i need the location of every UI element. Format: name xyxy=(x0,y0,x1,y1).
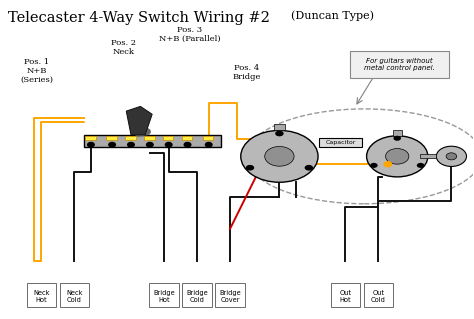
Circle shape xyxy=(205,143,212,147)
Text: Neck
Hot: Neck Hot xyxy=(33,290,50,303)
Circle shape xyxy=(241,130,318,182)
Bar xyxy=(144,136,155,140)
Text: Bridge
Cold: Bridge Cold xyxy=(186,290,208,303)
Bar xyxy=(125,136,136,140)
Text: Capacitor: Capacitor xyxy=(326,140,356,145)
Circle shape xyxy=(393,136,401,141)
Circle shape xyxy=(246,165,254,171)
Text: Pos. 2
Neck: Pos. 2 Neck xyxy=(111,39,137,56)
Bar xyxy=(60,284,89,307)
Circle shape xyxy=(385,149,409,164)
Bar xyxy=(85,136,96,140)
Circle shape xyxy=(305,165,313,171)
Circle shape xyxy=(437,146,466,167)
Circle shape xyxy=(417,163,424,168)
Bar xyxy=(331,284,360,307)
Bar xyxy=(149,284,179,307)
Circle shape xyxy=(264,146,294,166)
Bar xyxy=(182,284,211,307)
Bar xyxy=(215,284,245,307)
Text: For guitars without
metal control panel.: For guitars without metal control panel. xyxy=(364,58,435,71)
Text: Bridge
Hot: Bridge Hot xyxy=(153,290,175,303)
Bar xyxy=(182,136,192,140)
Bar xyxy=(364,284,393,307)
Bar xyxy=(392,130,402,136)
Polygon shape xyxy=(126,106,152,135)
Bar xyxy=(84,135,220,147)
Bar xyxy=(319,138,362,146)
Circle shape xyxy=(128,143,134,147)
Bar xyxy=(274,124,285,130)
Circle shape xyxy=(146,143,153,147)
Circle shape xyxy=(384,162,392,167)
Text: Neck
Cold: Neck Cold xyxy=(66,290,82,303)
Circle shape xyxy=(366,136,428,177)
Text: Pos. 1
N+B
(Series): Pos. 1 N+B (Series) xyxy=(20,58,53,84)
Circle shape xyxy=(275,131,283,136)
Circle shape xyxy=(184,143,191,147)
Text: Pos. 4
Bridge: Pos. 4 Bridge xyxy=(232,64,261,81)
Bar xyxy=(27,284,56,307)
Text: Bridge
Cover: Bridge Cover xyxy=(219,290,241,303)
Text: (Duncan Type): (Duncan Type) xyxy=(291,11,374,21)
Bar xyxy=(420,154,437,158)
Text: Out
Hot: Out Hot xyxy=(339,290,351,303)
Text: Out
Cold: Out Cold xyxy=(371,290,386,303)
Bar xyxy=(163,136,173,140)
Circle shape xyxy=(165,143,172,147)
Bar xyxy=(107,136,117,140)
Bar xyxy=(203,136,213,140)
FancyBboxPatch shape xyxy=(350,51,449,78)
Circle shape xyxy=(109,143,116,147)
Text: Telecaster 4-Way Switch Wiring #2: Telecaster 4-Way Switch Wiring #2 xyxy=(9,11,270,25)
Text: Pos. 3
N+B (Parallel): Pos. 3 N+B (Parallel) xyxy=(159,26,221,43)
Circle shape xyxy=(88,143,94,147)
Circle shape xyxy=(446,153,456,160)
Circle shape xyxy=(370,163,378,168)
